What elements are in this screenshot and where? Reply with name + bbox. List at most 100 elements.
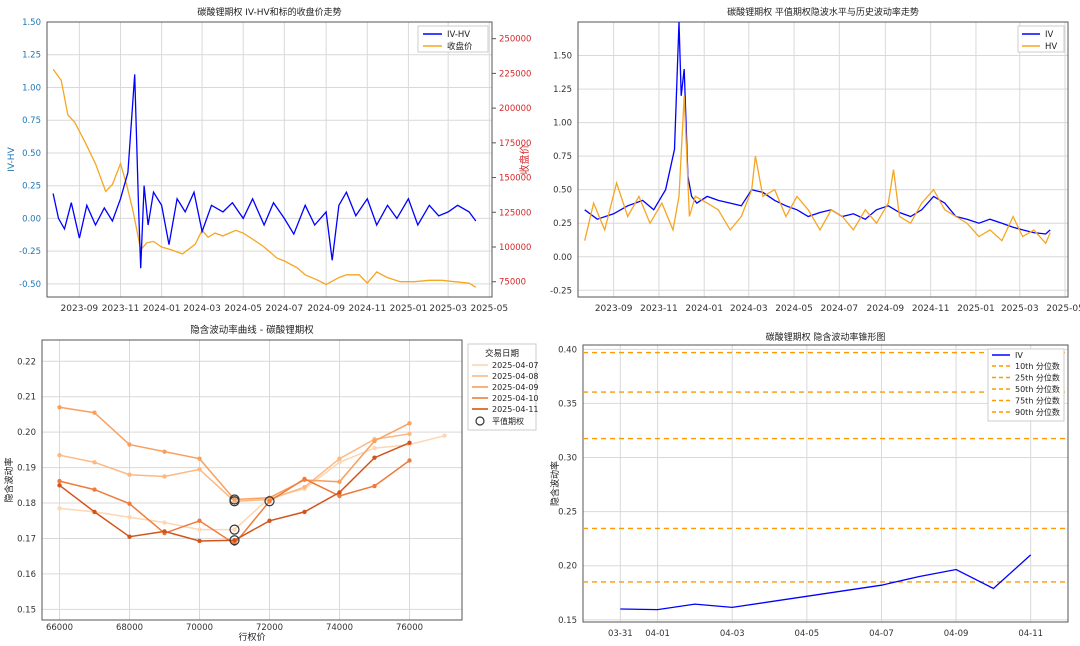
panel-iv-hv-close: 2023-09 2023-11 2024-01 2024-03 2024-05 2024-…	[7, 6, 531, 314]
y2-axis-label: 收盘价	[518, 145, 531, 175]
legend: 交易日期 2025-04-07 2025-04-08 2025-04-09 2025-0…	[467, 343, 539, 431]
legend: IV HV	[1017, 25, 1065, 53]
y2-tick-label: 125000	[499, 208, 531, 218]
legend-label: 2025-04-08	[492, 372, 539, 381]
smile-point	[127, 501, 132, 506]
x-tick-label: 2024-07	[266, 304, 304, 314]
x-tick-label: 04-01	[645, 629, 670, 639]
y-tick-label: 0.00	[22, 214, 41, 224]
smile-point	[232, 497, 237, 502]
smile-point	[127, 515, 132, 520]
y-tick-label: 1.25	[22, 51, 41, 61]
y-tick-label: -0.25	[19, 247, 41, 257]
x-tick-label: 2024-03	[730, 304, 768, 314]
x-tick-label: 70000	[186, 623, 213, 633]
legend-label: 收盘价	[447, 41, 473, 52]
iv-line	[584, 21, 1051, 235]
smile-point	[337, 460, 342, 465]
legend-label: 2025-04-09	[492, 383, 539, 392]
legend-box	[1017, 25, 1065, 53]
smile-point	[162, 474, 167, 479]
legend-atm-marker	[475, 416, 485, 426]
x-tick-label: 2024-07	[821, 304, 859, 314]
smile-point	[372, 438, 377, 444]
smile-point	[197, 518, 202, 523]
y-tick-label: 1.25	[553, 85, 572, 95]
legend-label: 50th 分位数	[1015, 384, 1060, 394]
x-tick-label: 2024-09	[307, 304, 345, 314]
plot-frame	[577, 21, 1069, 298]
y-tick-label: 0.19	[17, 464, 36, 474]
x-tick-label: 2024-01	[685, 304, 723, 314]
smile-point	[302, 476, 307, 482]
legend-label: IV	[1045, 30, 1054, 40]
atm-marker	[229, 535, 240, 546]
smile-line	[59, 406, 410, 501]
y-tick-label: 0.21	[17, 393, 36, 403]
y-tick-label: 0.22	[17, 357, 36, 367]
x-tick-label: 04-11	[1018, 629, 1043, 639]
smile-point	[372, 483, 377, 489]
y-tick-label: 0.40	[558, 345, 577, 355]
y2-tick-label: 175000	[499, 139, 531, 149]
x-tick-label: 2024-11	[912, 304, 950, 314]
legend-label: 2025-04-11	[492, 405, 539, 414]
chart-title: 碳酸锂期权 平值期权隐波水平与历史波动率走势	[727, 6, 919, 18]
smile-point	[162, 529, 167, 534]
x-tick-label: 2025-05	[1046, 304, 1080, 314]
smile-point	[57, 483, 62, 488]
smile-point	[407, 458, 412, 463]
smile-point	[337, 490, 342, 495]
x-tick-label: 2024-09	[867, 304, 905, 314]
y-tick-label: 0.50	[553, 186, 572, 196]
panel-iv-hv-trend: 2023-09 2023-11 2024-01 2024-03 2024-05 2024-…	[550, 6, 1080, 314]
chart-title: 碳酸锂期权 隐含波动率锥形图	[766, 331, 886, 343]
x-tick-label: 2023-11	[102, 304, 140, 314]
x-tick-label: 04-03	[720, 629, 745, 639]
legend-label: HV	[1045, 42, 1057, 52]
x-tick-label: 2024-01	[143, 304, 181, 314]
smile-point	[372, 455, 377, 460]
smile-point	[267, 518, 272, 523]
plot-frame	[582, 344, 1069, 623]
smile-point	[92, 509, 97, 515]
y-tick-label: -0.50	[19, 280, 41, 290]
y-tick-label: 0.20	[558, 562, 577, 572]
y-tick-label: 0.16	[17, 570, 36, 580]
x-tick-label: 2025-01	[957, 304, 995, 314]
smile-point	[197, 467, 202, 472]
x-tick-label: 2024-05	[224, 304, 262, 314]
iv-line	[620, 554, 1032, 611]
smile-line	[59, 442, 410, 542]
legend-label: 2025-04-07	[492, 361, 539, 370]
smile-point	[57, 478, 62, 484]
smile-point	[57, 452, 62, 458]
smile-point	[197, 527, 202, 532]
y-tick-label: 0.25	[22, 182, 41, 192]
y-tick-label: 0.25	[553, 219, 572, 229]
y2-tick-label: 250000	[499, 35, 531, 45]
smile-point	[57, 405, 62, 410]
y-tick-label: 0.15	[558, 616, 577, 626]
legend-label: IV	[1015, 351, 1023, 360]
y2-tick-label: 225000	[499, 69, 531, 79]
smile-point	[162, 520, 167, 525]
legend-label: 2025-04-10	[492, 394, 539, 403]
iv-hv-line	[52, 74, 477, 269]
y-tick-label: 1.50	[22, 18, 41, 28]
legend-title: 交易日期	[485, 348, 519, 359]
y-tick-label: 1.00	[553, 119, 572, 129]
hv-line	[584, 95, 1051, 245]
y-tick-label: -0.25	[550, 286, 572, 296]
legend-label: 10th 分位数	[1015, 361, 1060, 371]
y-tick-label: 0.30	[558, 454, 577, 464]
smile-point	[267, 499, 272, 504]
legend-label: 90th 分位数	[1015, 407, 1060, 417]
smile-point	[92, 460, 97, 465]
smile-point	[197, 538, 202, 544]
smile-point	[232, 527, 237, 532]
y-tick-label: 0.18	[17, 499, 36, 509]
x-tick-label: 2024-11	[348, 304, 386, 314]
